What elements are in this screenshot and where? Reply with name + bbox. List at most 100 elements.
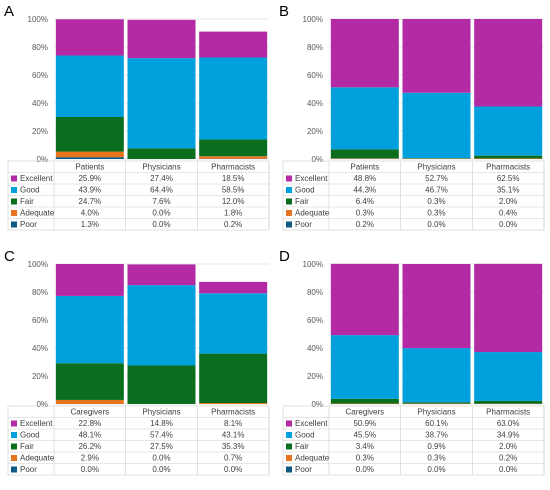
data-label: 0.0% xyxy=(152,220,170,229)
data-label: 44.3% xyxy=(353,186,376,195)
x-tick-label: Physicians xyxy=(142,408,180,417)
data-label: 0.2% xyxy=(356,220,374,229)
panel-label-c: C xyxy=(4,248,15,265)
y-tick-label: 100% xyxy=(303,15,323,24)
legend-swatch-adequate xyxy=(286,455,292,461)
data-label: 64.4% xyxy=(150,186,173,195)
bar-segment-fair xyxy=(199,354,267,403)
data-label: 0.0% xyxy=(152,209,170,218)
data-label: 0.0% xyxy=(224,465,242,474)
data-label: 63.0% xyxy=(497,419,520,428)
y-tick-label: 100% xyxy=(303,260,323,269)
y-tick-label: 100% xyxy=(28,260,48,269)
legend-swatch-fair xyxy=(286,444,292,450)
data-label: 0.3% xyxy=(356,454,374,463)
legend-swatch-good xyxy=(11,187,17,193)
y-tick-label: 40% xyxy=(32,344,48,353)
legend-swatch-good xyxy=(286,187,292,193)
legend-swatch-poor xyxy=(286,222,292,228)
x-tick-label: Pharmacists xyxy=(486,163,530,172)
data-label: 52.7% xyxy=(425,174,448,183)
data-label: 12.0% xyxy=(222,197,245,206)
legend-swatch-poor xyxy=(11,467,17,473)
bar-segment-good xyxy=(128,58,196,148)
bar-segment-excellent xyxy=(474,19,542,107)
data-label: 1.8% xyxy=(224,209,242,218)
data-label: 50.9% xyxy=(353,419,376,428)
y-tick-label: 0% xyxy=(36,400,48,409)
legend-label-fair: Fair xyxy=(20,197,34,206)
bar-segment-good xyxy=(331,87,399,149)
bar-segment-fair xyxy=(403,402,471,403)
panel-label-b: B xyxy=(279,3,289,20)
bar-segment-fair xyxy=(474,401,542,404)
y-tick-label: 20% xyxy=(32,372,48,381)
y-tick-label: 0% xyxy=(311,400,323,409)
bar-segment-excellent xyxy=(56,19,124,55)
legend-swatch-excellent xyxy=(286,421,292,427)
bar-segment-good xyxy=(474,352,542,401)
data-label: 22.8% xyxy=(78,419,101,428)
bar-segment-adequate xyxy=(56,152,124,158)
legend-swatch-excellent xyxy=(11,176,17,182)
legend-swatch-fair xyxy=(286,199,292,205)
bar-segment-good xyxy=(403,93,471,158)
data-label: 1.3% xyxy=(81,220,99,229)
legend-label-good: Good xyxy=(20,186,40,195)
x-tick-label: Pharmacists xyxy=(211,408,255,417)
data-label: 0.3% xyxy=(427,197,445,206)
legend-label-poor: Poor xyxy=(295,220,312,229)
y-tick-label: 80% xyxy=(307,288,323,297)
data-label: 62.5% xyxy=(497,174,520,183)
bar-segment-fair xyxy=(331,149,399,158)
y-tick-label: 80% xyxy=(32,43,48,52)
bar-segment-fair xyxy=(199,139,267,156)
data-label: 14.8% xyxy=(150,419,173,428)
legend-swatch-adequate xyxy=(11,455,17,461)
bar-segment-adequate xyxy=(474,158,542,159)
y-tick-label: 60% xyxy=(32,71,48,80)
y-tick-label: 20% xyxy=(32,127,48,136)
legend-label-excellent: Excellent xyxy=(20,174,53,183)
data-label: 3.4% xyxy=(356,442,374,451)
legend-label-good: Good xyxy=(295,186,315,195)
data-label: 26.2% xyxy=(78,442,101,451)
y-tick-label: 40% xyxy=(32,99,48,108)
legend-swatch-good xyxy=(286,432,292,438)
bar-segment-excellent xyxy=(403,264,471,348)
legend-swatch-excellent xyxy=(286,176,292,182)
bar-segment-good xyxy=(128,285,196,365)
legend-swatch-good xyxy=(11,432,17,438)
legend-label-fair: Fair xyxy=(295,197,309,206)
data-label: 0.0% xyxy=(427,465,445,474)
y-tick-label: 40% xyxy=(307,344,323,353)
y-tick-label: 0% xyxy=(311,155,323,164)
bar-segment-excellent xyxy=(128,20,196,58)
data-label: 0.3% xyxy=(427,209,445,218)
legend-label-good: Good xyxy=(295,431,315,440)
data-label: 0.0% xyxy=(152,465,170,474)
data-label: 4.0% xyxy=(81,209,99,218)
legend-label-poor: Poor xyxy=(20,465,37,474)
legend-label-adequate: Adequate xyxy=(295,454,330,463)
data-label: 2.0% xyxy=(499,442,517,451)
bar-segment-fair xyxy=(128,148,196,159)
data-label: 48.1% xyxy=(78,431,101,440)
data-label: 18.5% xyxy=(222,174,245,183)
data-label: 0.3% xyxy=(427,454,445,463)
data-label: 0.0% xyxy=(499,465,517,474)
legend-label-excellent: Excellent xyxy=(295,174,328,183)
data-label: 43.1% xyxy=(222,431,245,440)
x-tick-label: Physicians xyxy=(417,408,455,417)
data-label: 0.2% xyxy=(499,454,517,463)
data-label: 58.5% xyxy=(222,186,245,195)
y-tick-label: 40% xyxy=(307,99,323,108)
data-label: 0.3% xyxy=(356,209,374,218)
